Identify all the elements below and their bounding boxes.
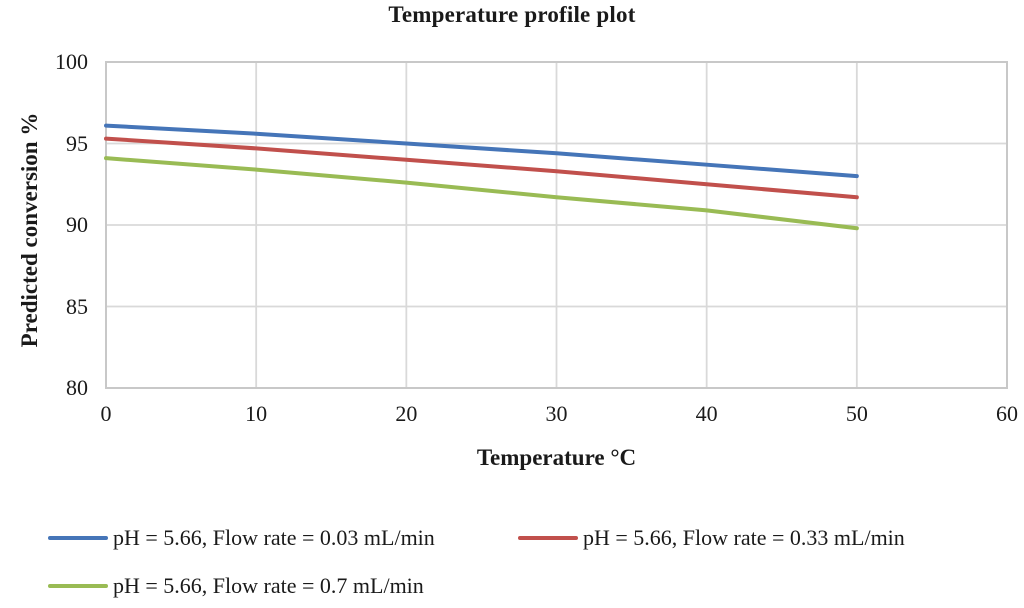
legend-item: pH = 5.66, Flow rate = 0.7 mL/min [48, 572, 424, 600]
x-axis-title: Temperature °C [476, 445, 637, 470]
legend-item: pH = 5.66, Flow rate = 0.33 mL/min [518, 524, 905, 552]
plot-area [104, 61, 1008, 389]
legend-item: pH = 5.66, Flow rate = 0.03 mL/min [48, 524, 435, 552]
legend-label: pH = 5.66, Flow rate = 0.33 mL/min [583, 525, 905, 550]
x-tick-label: 40 [695, 401, 718, 426]
chart-title: Temperature profile plot [388, 2, 636, 27]
x-tick-label: 20 [395, 401, 418, 426]
plot-border [105, 61, 1008, 389]
y-tick-label: 85 [66, 293, 88, 319]
legend-line-swatch [48, 536, 108, 540]
legend-line-swatch [518, 536, 578, 540]
x-tick-label: 60 [996, 401, 1018, 426]
legend-label: pH = 5.66, Flow rate = 0.7 mL/min [113, 573, 424, 598]
y-tick-label: 80 [66, 375, 88, 400]
legend-line-swatch [48, 584, 108, 588]
x-tick-label: 0 [100, 401, 112, 426]
x-tick-label: 30 [545, 401, 568, 426]
y-tick-label: 95 [66, 130, 88, 156]
y-tick-label: 100 [55, 49, 88, 74]
series-line-2 [104, 156, 859, 231]
series-line-0 [104, 123, 859, 179]
series-line-1 [104, 136, 859, 200]
x-tick-label: 10 [245, 401, 268, 426]
legend-label: pH = 5.66, Flow rate = 0.03 mL/min [113, 525, 435, 550]
x-tick-label: 50 [845, 401, 868, 426]
y-tick-label: 90 [66, 212, 88, 237]
